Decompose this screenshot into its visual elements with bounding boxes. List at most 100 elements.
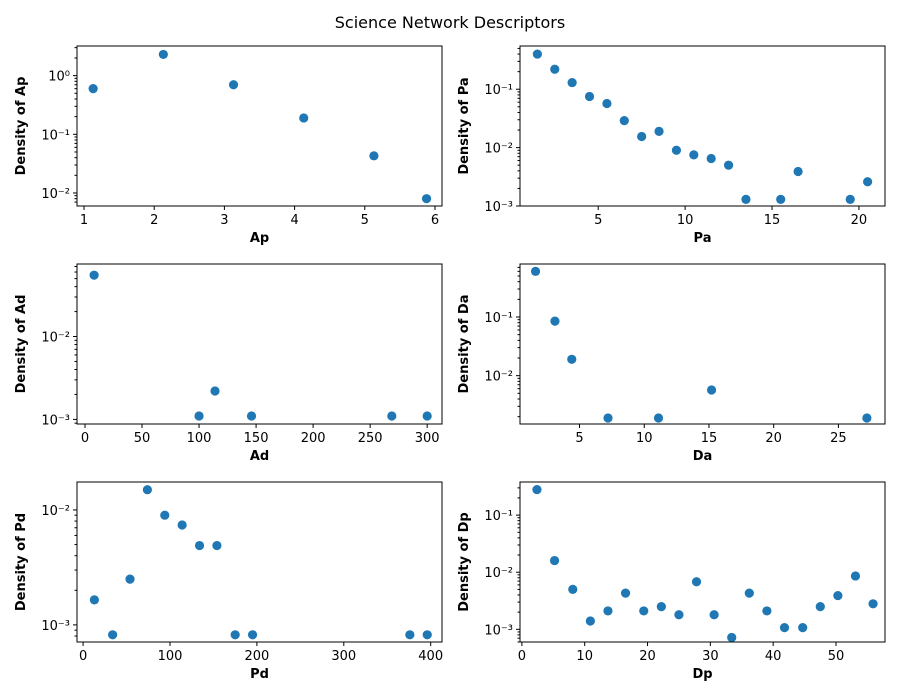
y-axis-label: Density of Ap	[14, 77, 29, 176]
x-axis-label: Da	[693, 449, 713, 464]
data-point	[89, 270, 99, 280]
data-point	[89, 595, 99, 605]
data-point	[550, 316, 560, 326]
data-point	[247, 630, 258, 640]
x-axis-label: Pa	[694, 231, 712, 246]
data-point	[798, 623, 808, 633]
data-point	[532, 484, 542, 495]
data-point	[160, 510, 170, 520]
x-tick-label: 1	[80, 213, 88, 228]
data-point	[793, 166, 803, 177]
data-point	[762, 606, 772, 616]
data-point	[639, 606, 649, 616]
x-tick-label: 300	[415, 431, 440, 446]
y-tick-label: 10⁻²	[41, 504, 70, 519]
data-point	[776, 194, 786, 204]
data-point	[671, 145, 682, 155]
x-axis-label: Ap	[250, 231, 269, 246]
data-point	[299, 113, 309, 123]
x-tick-label: 2	[150, 213, 158, 228]
x-tick-label: 15	[764, 213, 781, 228]
y-tick-label: 10⁻¹	[484, 311, 513, 326]
data-point	[584, 91, 595, 102]
data-point	[530, 266, 541, 276]
subplot-ap: 1 2 3 4 5 6 10⁻² 10⁻¹ 10⁰ Ap Density of Ap	[14, 45, 443, 246]
data-point	[230, 630, 240, 640]
data-point	[868, 599, 878, 609]
data-point	[177, 520, 187, 530]
data-point	[744, 588, 754, 598]
x-tick-label: 5	[361, 213, 369, 228]
x-tick-label: 100	[158, 649, 183, 664]
data-point	[619, 116, 629, 126]
x-tick-label: 25	[830, 431, 847, 446]
subplot-ad: 0 50 100 150 200 250 300 10⁻³ 10⁻² Ad Density of A…	[14, 263, 443, 464]
data-point	[741, 194, 751, 204]
y-tick-label: 10⁻³	[484, 623, 513, 638]
y-tick-label: 10⁻²	[484, 370, 513, 385]
plot-frame	[519, 45, 886, 207]
data-point	[405, 630, 415, 640]
x-tick-label: 3	[220, 213, 228, 228]
subplot-dp: 0 10 20 30 40 50 10⁻³ 10⁻² 10⁻¹ Dp Density of Dp	[457, 481, 886, 682]
x-tick-label: 0	[81, 431, 89, 446]
x-tick-label: 4	[290, 213, 298, 228]
plot-frame	[76, 481, 443, 643]
data-point	[550, 64, 560, 74]
data-point	[706, 153, 716, 164]
data-point	[691, 577, 702, 587]
x-tick-label: 200	[301, 431, 326, 446]
data-point	[387, 411, 397, 421]
x-axis-label: Dp	[692, 667, 712, 682]
data-point	[602, 98, 612, 109]
y-axis-label: Density of Pa	[457, 77, 472, 174]
data-point	[549, 555, 560, 566]
data-point	[603, 606, 613, 616]
data-point	[833, 590, 843, 601]
data-point	[585, 616, 595, 626]
x-tick-label: 100	[187, 431, 212, 446]
x-tick-label: 0	[79, 649, 87, 664]
data-point	[246, 411, 257, 421]
data-point	[88, 84, 98, 94]
x-tick-label: 50	[828, 649, 845, 664]
data-point	[194, 540, 205, 551]
x-tick-label: 250	[358, 431, 383, 446]
data-point	[532, 49, 542, 59]
subplot-grid: 1 2 3 4 5 6 10⁻² 10⁻¹ 10⁰ Ap Density of Ap 5 10 15 20 1…	[14, 45, 886, 682]
x-tick-label: 30	[702, 649, 719, 664]
data-point	[422, 411, 432, 421]
y-tick-label: 10⁻²	[41, 331, 70, 346]
x-tick-label: 200	[244, 649, 269, 664]
x-tick-label: 10	[576, 649, 593, 664]
x-tick-label: 40	[765, 649, 782, 664]
x-tick-label: 5	[575, 431, 583, 446]
data-point	[779, 623, 790, 633]
data-point	[706, 385, 717, 395]
plot-frame	[76, 263, 443, 425]
data-point	[689, 150, 699, 160]
x-tick-label: 400	[418, 649, 443, 664]
y-tick-label: 10⁰	[48, 70, 70, 85]
y-tick-label: 10⁻¹	[41, 128, 70, 143]
subplot-pd: 0 100 200 300 400 10⁻³ 10⁻² Pd Density of Pd	[14, 481, 443, 682]
x-tick-label: 5	[594, 213, 602, 228]
y-axis-label: Density of Ad	[14, 295, 29, 394]
subplot-da: 5 10 15 20 25 10⁻² 10⁻¹ Da Density of Da	[457, 263, 886, 464]
data-point	[723, 160, 734, 170]
x-tick-label: 20	[765, 431, 782, 446]
x-tick-label: 300	[331, 649, 356, 664]
data-point	[862, 413, 872, 423]
data-point	[369, 151, 379, 161]
data-point	[727, 632, 737, 643]
plot-frame	[519, 263, 886, 425]
subplot-pa: 5 10 15 20 10⁻³ 10⁻² 10⁻¹ Pa Density of Pa	[457, 45, 886, 246]
y-tick-label: 10⁻¹	[484, 83, 513, 98]
data-point	[194, 411, 204, 421]
y-tick-label: 10⁻¹	[484, 509, 513, 524]
data-point	[125, 574, 135, 584]
x-tick-label: 15	[701, 431, 718, 446]
data-point	[228, 80, 239, 90]
data-point	[709, 610, 719, 620]
